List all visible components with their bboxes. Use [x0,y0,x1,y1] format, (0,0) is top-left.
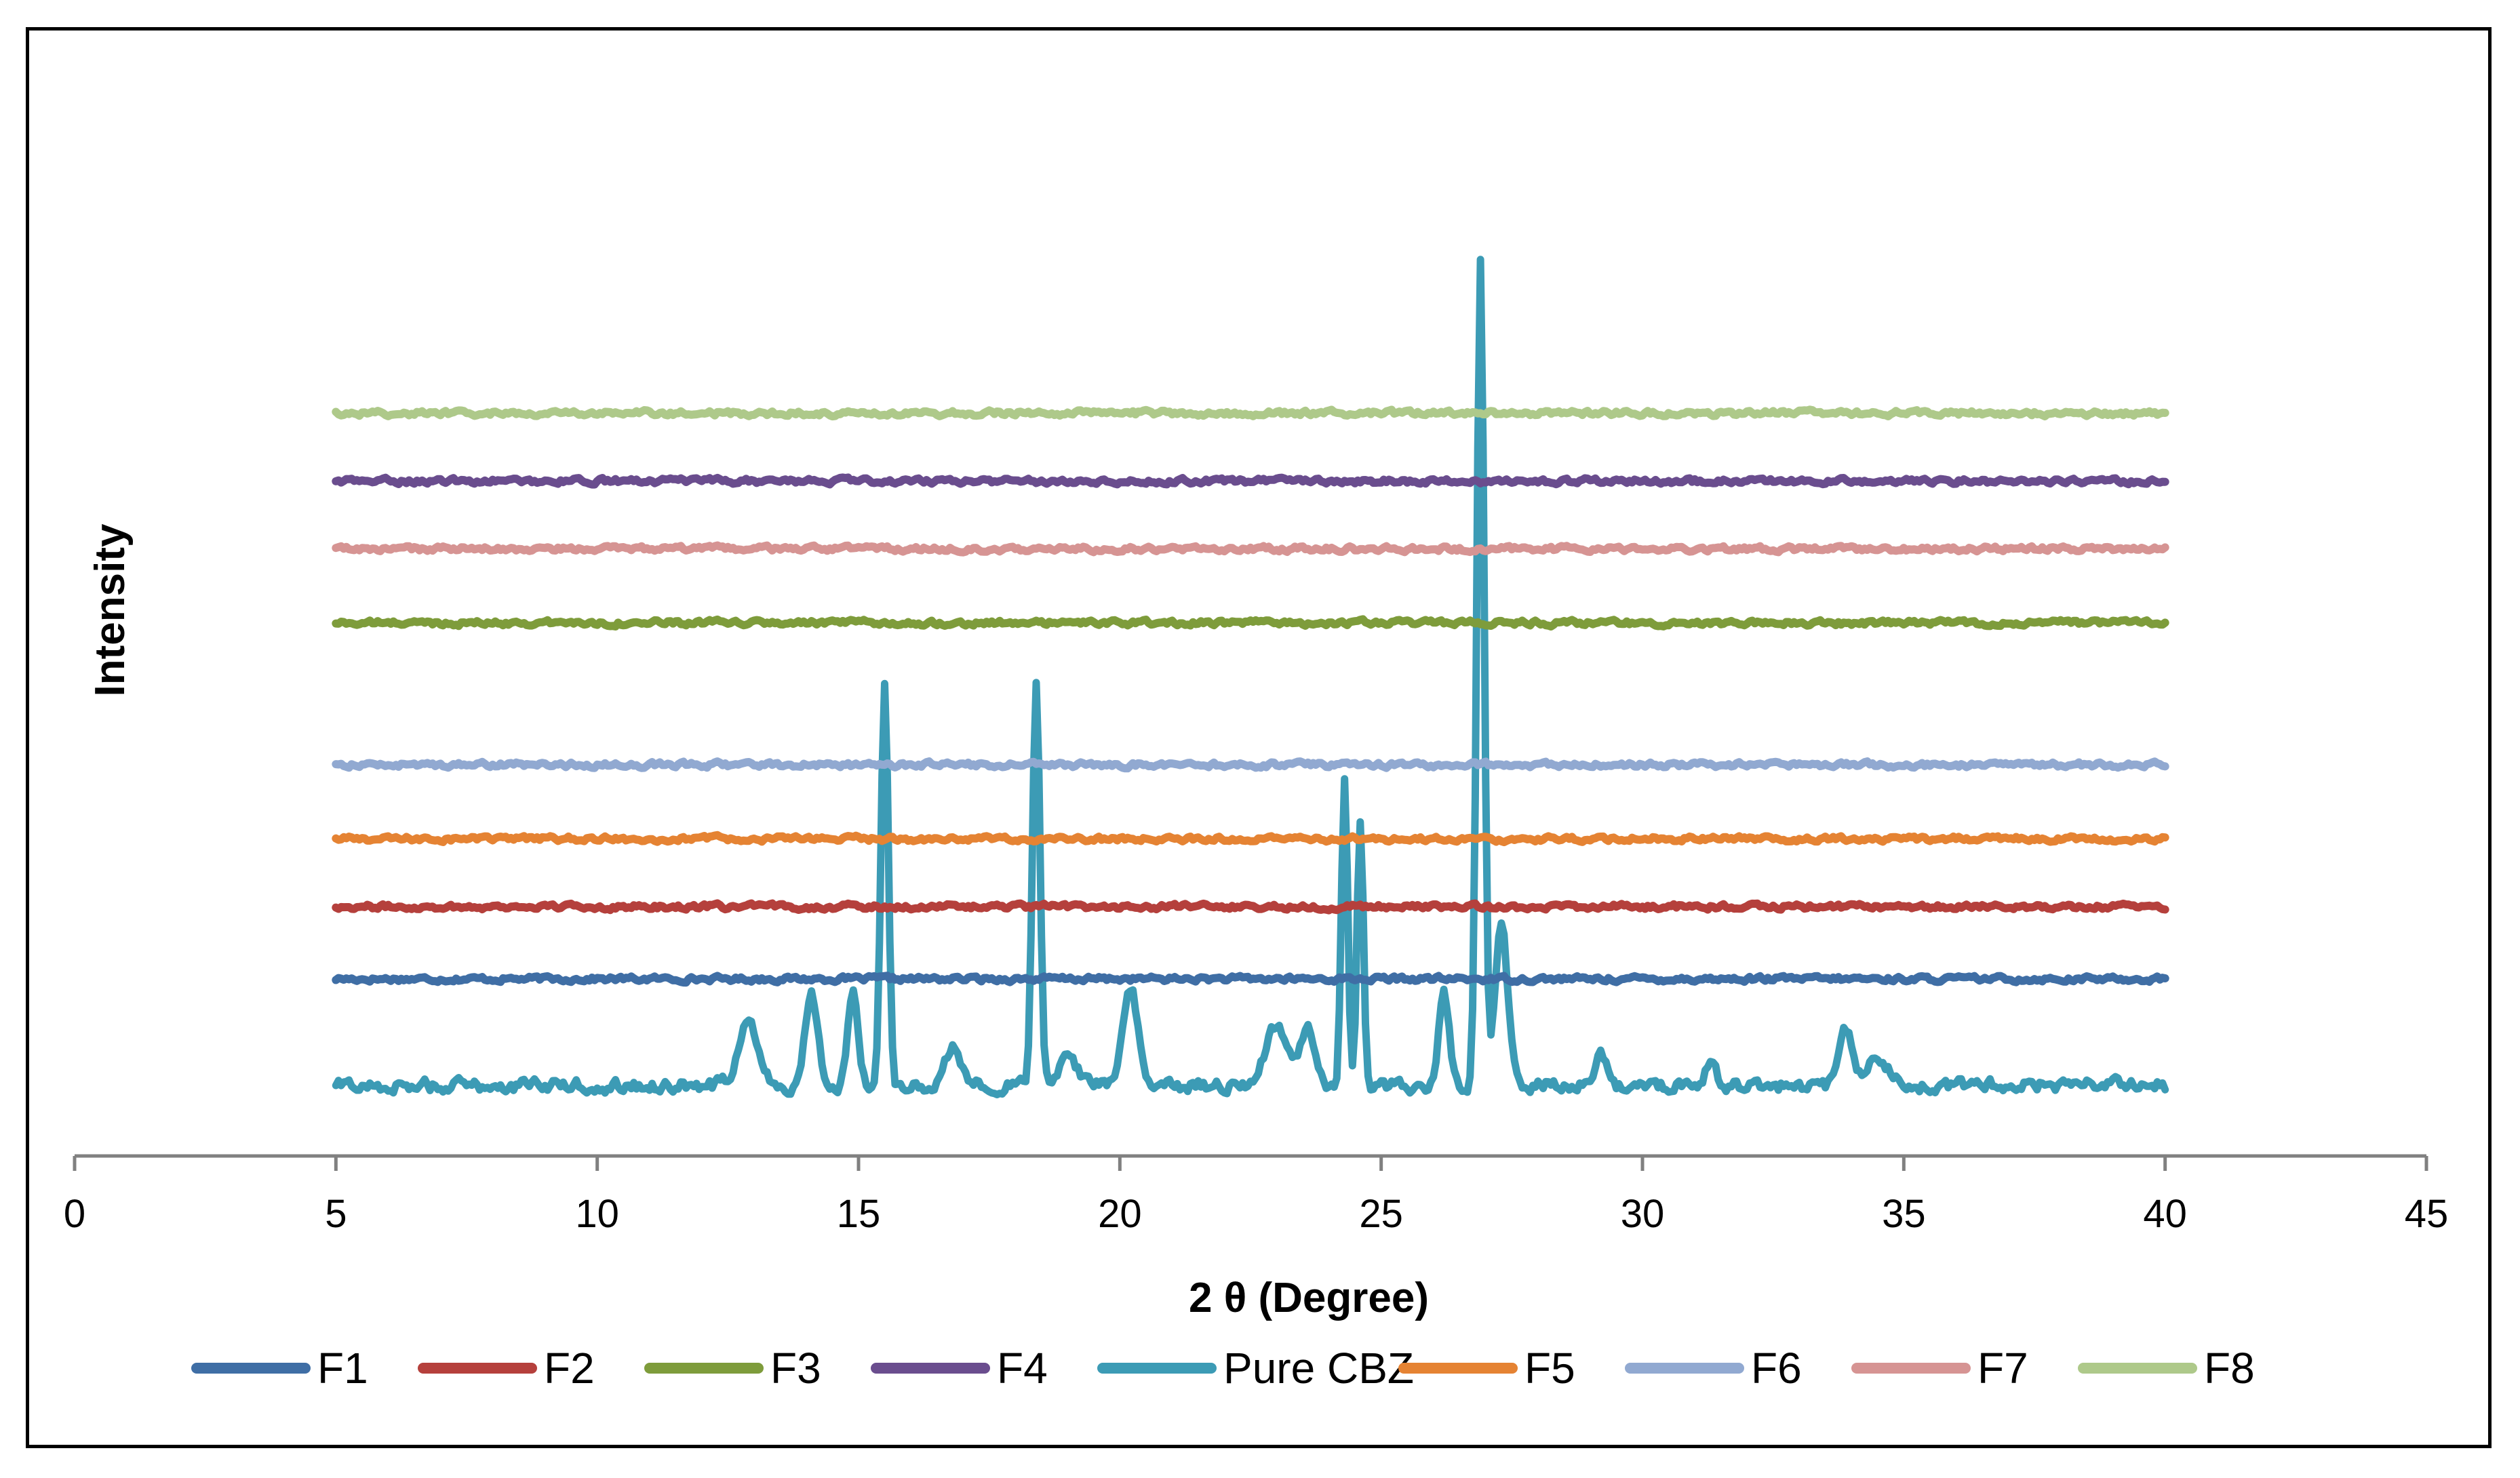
legend-label-f4: F4 [997,1344,1048,1393]
x-tick-label: 15 [837,1192,881,1236]
legend: F1 F2 F3 F4 Pure CBZ F5 F6 F7 F8 [191,1344,2255,1393]
legend-label-f3: F3 [770,1344,821,1393]
x-tick-label: 0 [64,1192,85,1236]
series-line-f6 [332,757,2169,773]
y-axis-title: Intensity [87,523,134,696]
series-line-f1 [332,972,2169,987]
legend-label-f6: F6 [1751,1344,1802,1393]
series-line-f4 [332,473,2169,489]
x-tick-label: 10 [575,1192,619,1236]
x-tick-label: 40 [2143,1192,2187,1236]
legend-label-f7: F7 [1977,1344,2028,1393]
x-tick-label: 25 [1359,1192,1403,1236]
chart-frame [26,27,2492,1448]
legend-label-f5: F5 [1524,1344,1575,1393]
legend-label-f1: F1 [317,1344,368,1393]
x-axis-title: 2 θ (Degree) [1189,1275,1429,1321]
series-line-f3 [332,615,2169,631]
series-line-f7 [332,541,2169,557]
x-tick-label: 20 [1098,1192,1142,1236]
x-tick-label: 45 [2405,1192,2449,1236]
legend-label-f8: F8 [2204,1344,2255,1393]
series-line-f8 [332,405,2169,421]
series-line-f2 [332,899,2169,915]
legend-label-f2: F2 [544,1344,595,1393]
series-line-pure-cbz [332,256,2169,1098]
x-tick-label: 5 [325,1192,347,1236]
series-layer [332,256,2169,1098]
x-tick-label: 35 [1882,1192,1926,1236]
legend-label-pure-cbz: Pure CBZ [1223,1344,1414,1393]
x-tick-label: 30 [1621,1192,1665,1236]
x-axis-ticks: 0 5 10 15 20 25 30 35 40 45 [64,1156,2448,1236]
series-line-f5 [332,831,2169,847]
